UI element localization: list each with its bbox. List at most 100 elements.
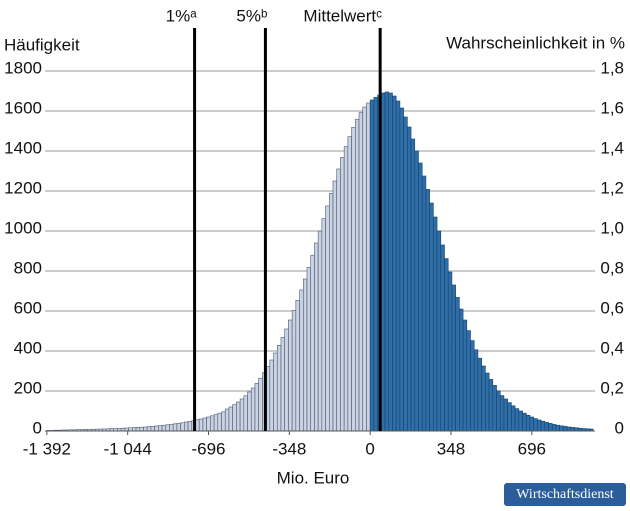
bar xyxy=(132,427,137,432)
bar xyxy=(310,255,315,432)
bar xyxy=(206,416,211,432)
bar xyxy=(433,216,438,432)
y-tick-label: 1800 xyxy=(4,58,42,77)
x-tick-label: 696 xyxy=(518,439,546,458)
bar xyxy=(507,402,512,432)
bar xyxy=(135,427,141,432)
bar xyxy=(537,419,542,432)
marker-label: 5%ᵇ xyxy=(236,6,267,25)
bar xyxy=(210,415,215,432)
bar xyxy=(488,379,494,432)
bar xyxy=(395,100,401,432)
bar xyxy=(317,230,323,432)
bar xyxy=(410,138,416,432)
bar xyxy=(455,297,460,432)
bar xyxy=(440,244,445,432)
y2-tick-label: 1,2 xyxy=(600,178,624,197)
bar xyxy=(343,146,349,432)
bar xyxy=(232,404,237,432)
bar xyxy=(529,416,534,432)
bar xyxy=(366,102,371,432)
bar xyxy=(425,189,430,432)
bar xyxy=(373,97,378,432)
bar xyxy=(544,422,549,432)
y-tick-label: 600 xyxy=(14,298,42,317)
y-tick-label: 400 xyxy=(14,338,42,357)
bar xyxy=(514,408,520,432)
bar xyxy=(172,423,178,432)
bar xyxy=(362,106,367,432)
bar xyxy=(447,271,453,432)
x-tick-label: -696 xyxy=(191,439,225,458)
bar xyxy=(146,426,152,432)
bar xyxy=(403,116,408,432)
bar xyxy=(198,418,204,432)
bar xyxy=(355,119,360,432)
bar xyxy=(180,422,185,432)
bar xyxy=(302,278,308,432)
bar xyxy=(243,395,248,432)
bar xyxy=(421,175,427,432)
x-tick-label: 0 xyxy=(365,439,374,458)
bar xyxy=(503,398,508,432)
bar xyxy=(217,412,222,432)
bar xyxy=(176,423,181,432)
bar xyxy=(570,427,575,432)
bar xyxy=(247,391,252,432)
bar xyxy=(340,157,345,432)
bar xyxy=(436,230,442,432)
bar xyxy=(533,418,538,432)
bar xyxy=(250,387,256,432)
bar xyxy=(369,99,375,432)
bar xyxy=(236,401,241,432)
marker-label: 1%ᵃ xyxy=(166,6,198,25)
bar xyxy=(481,365,486,432)
bar xyxy=(551,424,557,432)
bar xyxy=(314,242,319,432)
bar xyxy=(407,126,412,432)
y2-tick-label: 0,6 xyxy=(600,298,624,317)
bar xyxy=(158,425,163,432)
bar xyxy=(213,414,219,432)
bar xyxy=(332,180,338,432)
bar xyxy=(381,92,386,432)
bar xyxy=(161,424,167,432)
bar xyxy=(525,414,531,432)
bar xyxy=(555,424,560,432)
bar xyxy=(139,426,144,432)
y2-tick-label: 1,8 xyxy=(600,58,624,77)
bar xyxy=(462,319,468,432)
bar xyxy=(280,337,285,432)
bar xyxy=(429,202,434,432)
y2-tick-label: 0,2 xyxy=(600,378,624,397)
bar xyxy=(384,91,390,432)
y-tick-label: 1000 xyxy=(4,218,42,237)
bar xyxy=(566,426,572,432)
bar xyxy=(184,421,189,432)
bar xyxy=(288,319,293,432)
bar xyxy=(496,390,501,432)
bar xyxy=(466,330,471,432)
bar xyxy=(299,289,304,432)
y-tick-label: 1400 xyxy=(4,138,42,157)
y-tick-label: 200 xyxy=(14,378,42,397)
x-tick-label: 348 xyxy=(437,439,465,458)
bar xyxy=(273,352,278,432)
x-tick-label: -348 xyxy=(272,439,306,458)
bar xyxy=(522,412,527,432)
bar xyxy=(347,136,352,432)
bar xyxy=(492,385,497,432)
bar xyxy=(291,310,297,432)
y2-tick-label: 0 xyxy=(615,418,624,437)
bar xyxy=(328,193,334,432)
x-axis-title: Mio. Euro xyxy=(277,468,350,487)
bar xyxy=(228,406,233,432)
bar xyxy=(269,359,274,432)
bar xyxy=(485,372,490,432)
y-tick-label: 0 xyxy=(33,418,42,437)
y-tick-label: 1600 xyxy=(4,98,42,117)
bar xyxy=(239,398,245,432)
bar xyxy=(276,345,282,432)
brand-box xyxy=(504,483,626,506)
